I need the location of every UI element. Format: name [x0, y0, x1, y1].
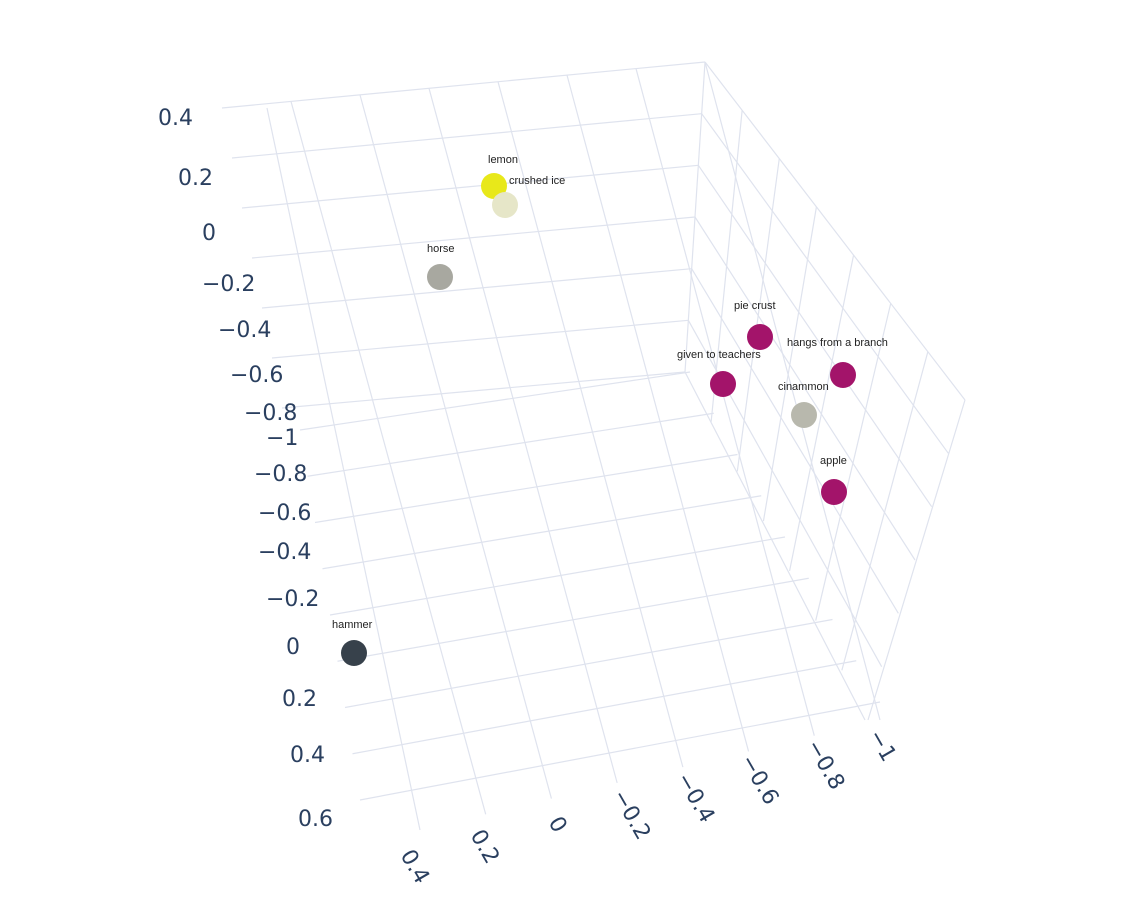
grid-right-wall-line — [701, 113, 949, 454]
data-point-marker[interactable] — [481, 173, 507, 199]
grid-vertical-line — [290, 101, 487, 815]
grid-right-wall-vertical — [762, 206, 818, 522]
tick-label-vertical: −0.4 — [218, 318, 271, 343]
tick-label-vertical: 0 — [202, 221, 216, 246]
data-point-label: hammer — [332, 619, 373, 631]
grid-right-wall-vertical — [867, 399, 966, 721]
tick-label-depth: −0.4 — [258, 540, 311, 565]
grid-vertical-line — [266, 107, 421, 831]
tick-label-bottom: 0 — [543, 813, 572, 838]
grid-right-wall-line — [697, 164, 933, 508]
grid-floor-line — [322, 495, 762, 570]
tick-label-depth: 0 — [286, 635, 300, 660]
tick-label-bottom: 0.2 — [465, 826, 504, 869]
data-points: lemon crushed ice horse pie crust hangs from… — [332, 154, 888, 666]
tick-label-vertical: −0.8 — [244, 401, 297, 426]
grid-right-wall-line — [704, 61, 966, 401]
tick-label-depth: −0.2 — [266, 587, 319, 612]
tick-label-vertical: 0.2 — [178, 166, 213, 191]
axis-ticks: 0.40.20−0.2−0.4−0.6−0.8−1−0.8−0.6−0.4−0.… — [158, 106, 901, 888]
tick-label-bottom: 0.4 — [395, 846, 434, 889]
data-point-label: cinammon — [778, 381, 829, 393]
tick-label-bottom: −0.4 — [671, 769, 719, 828]
tick-label-bottom: −0.2 — [607, 786, 655, 845]
grid-right-wall-vertical — [815, 303, 892, 621]
grid-right-wall-vertical — [788, 255, 855, 571]
data-point-marker[interactable] — [492, 192, 518, 218]
grid-right-wall-vertical — [710, 110, 743, 422]
grid-right-wall-line — [691, 268, 899, 614]
grid-vertical-line — [359, 94, 553, 799]
grid-floor-line — [352, 660, 857, 755]
tick-label-depth: −0.8 — [254, 462, 307, 487]
grid-floor-line — [307, 412, 714, 477]
grid-floor-line — [299, 371, 691, 431]
data-point-label: given to teachers — [677, 349, 761, 361]
grid-floor-line — [344, 618, 833, 709]
grid-back-line — [241, 164, 699, 209]
data-point-label: apple — [820, 455, 847, 467]
tick-label-depth: −1 — [266, 426, 298, 451]
data-point-marker[interactable] — [821, 479, 847, 505]
grid-back-line — [251, 216, 696, 259]
tick-label-bottom: −0.8 — [801, 736, 849, 795]
grid-right-wall-vertical — [841, 351, 929, 671]
tick-label-depth: −0.6 — [258, 501, 311, 526]
data-point-label: hangs from a branch — [787, 337, 888, 349]
grid-back-line — [281, 371, 686, 409]
tick-label-depth: 0.2 — [282, 687, 317, 712]
tick-label-vertical: 0.4 — [158, 106, 193, 131]
tick-label-depth: 0.4 — [290, 743, 325, 768]
data-point-label: lemon — [488, 154, 518, 166]
data-point-label: horse — [427, 243, 455, 255]
grid-floor-line — [329, 536, 786, 616]
tick-label-vertical: −0.6 — [230, 363, 283, 388]
data-point-marker[interactable] — [830, 362, 856, 388]
data-point-marker[interactable] — [341, 640, 367, 666]
data-point-label: pie crust — [734, 300, 776, 312]
data-point-marker[interactable] — [710, 371, 736, 397]
data-point-marker[interactable] — [747, 324, 773, 350]
grid-right-wall-vertical — [736, 158, 780, 472]
tick-label-vertical: −0.2 — [202, 272, 255, 297]
grid-back-line — [271, 319, 689, 359]
grid-back-line — [231, 113, 702, 159]
data-point-marker[interactable] — [791, 402, 817, 428]
grid-vertical-line — [428, 88, 618, 784]
grid-vertical-line — [566, 74, 750, 752]
grid-floor-line — [337, 577, 809, 662]
tick-label-bottom: −0.6 — [735, 751, 783, 810]
grid-lines — [221, 61, 966, 831]
grid-right-wall-vertical — [684, 61, 706, 373]
grid-right-wall-line — [684, 371, 866, 721]
grid-back-line — [261, 268, 692, 309]
grid-vertical-line — [635, 68, 815, 736]
tick-label-bottom: −1 — [863, 726, 901, 767]
data-point-marker[interactable] — [427, 264, 453, 290]
grid-right-wall-line — [694, 216, 916, 561]
tick-label-depth: 0.6 — [298, 807, 333, 832]
grid-back-line — [221, 61, 706, 109]
data-point-label: crushed ice — [509, 175, 565, 187]
grid-floor-line — [314, 453, 738, 524]
grid-vertical-line — [497, 81, 684, 768]
grid-floor-line — [359, 701, 881, 801]
